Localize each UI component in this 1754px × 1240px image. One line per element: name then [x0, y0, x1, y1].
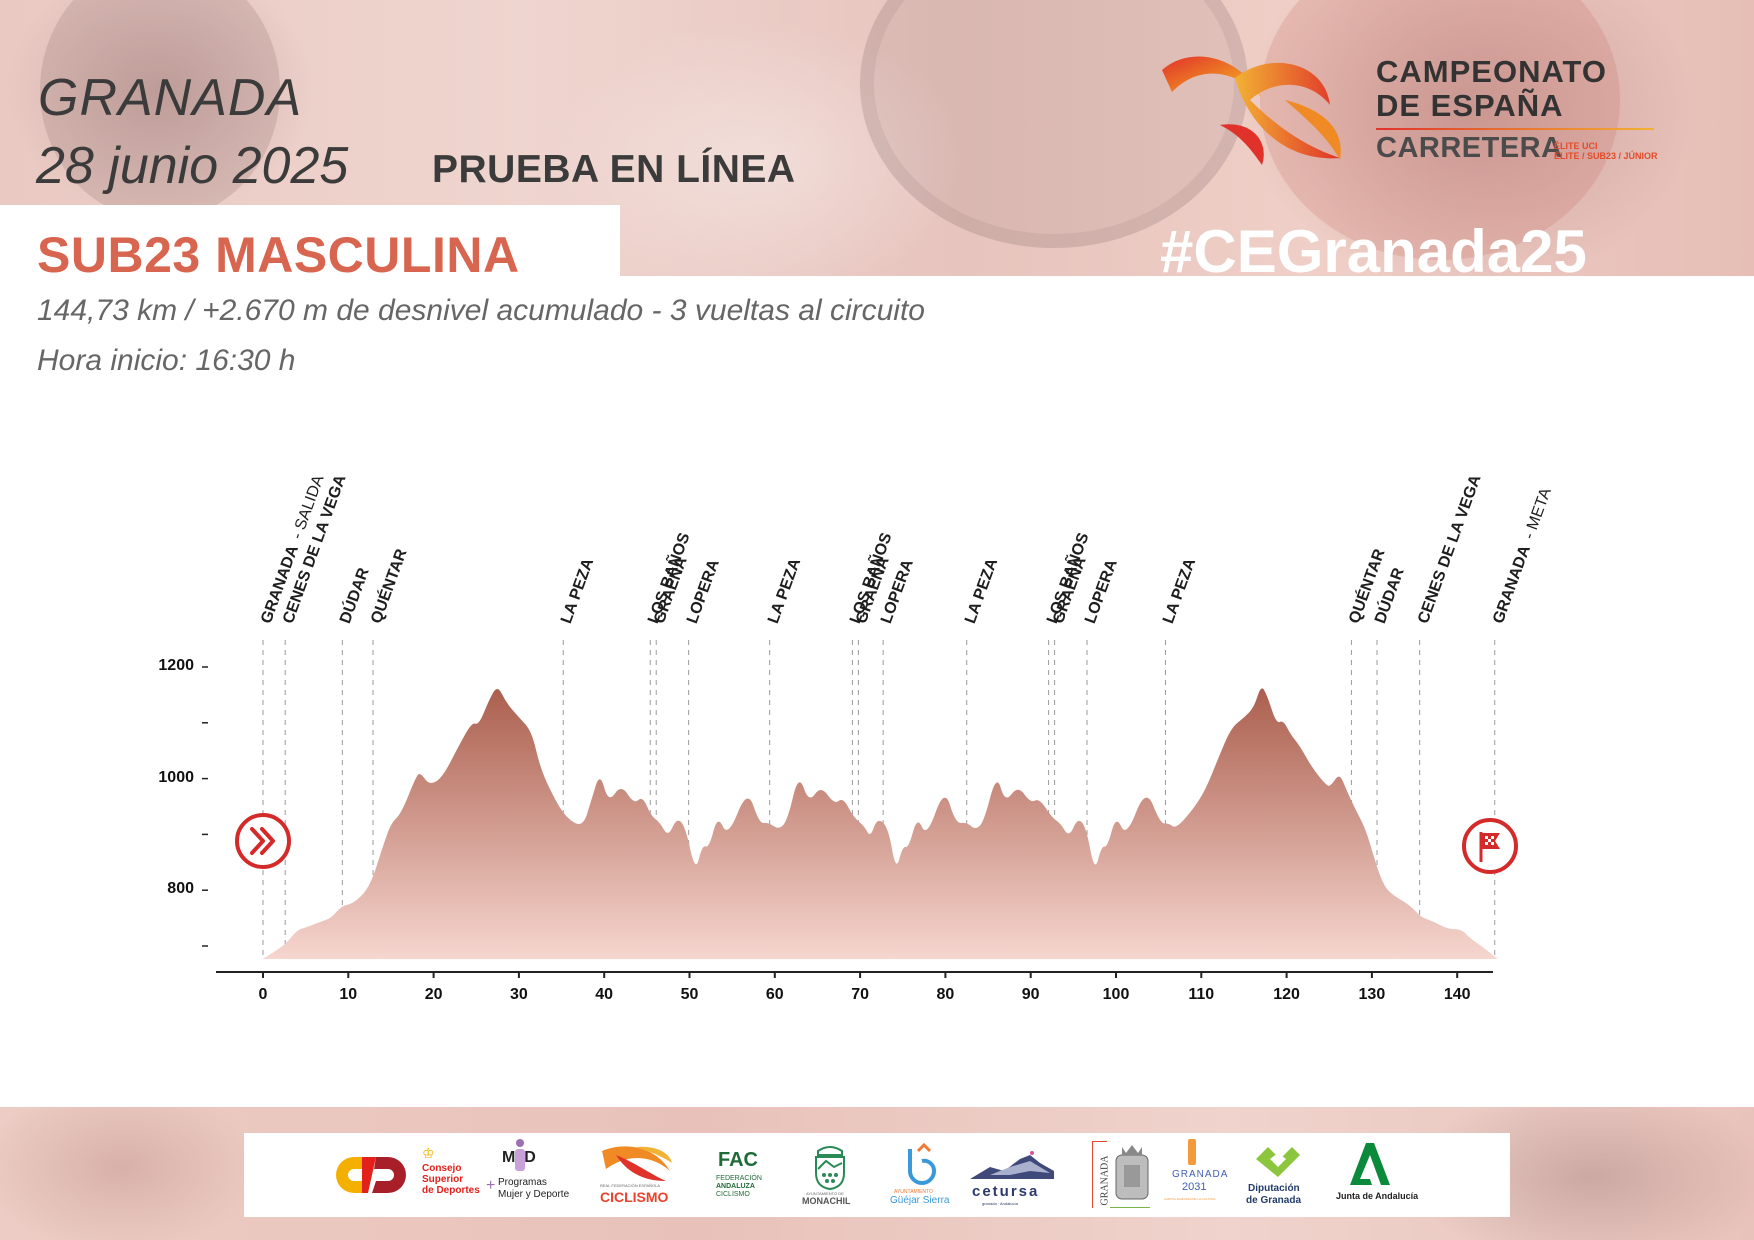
csd-logo-icon — [336, 1157, 406, 1193]
race-type: PRUEBA EN LÍNEA — [432, 148, 796, 191]
brand-line2: DE ESPAÑA — [1376, 88, 1564, 123]
ayto-granada-frame-bottom — [1110, 1207, 1150, 1208]
x-tick-label: 90 — [1021, 986, 1040, 1003]
brand-line1: CAMPEONATO — [1376, 54, 1608, 89]
x-tick-label: 10 — [339, 986, 358, 1003]
x-tick-label: 140 — [1443, 986, 1471, 1003]
csd-text-3: de Deportes — [422, 1185, 480, 1196]
x-tick-label: 60 — [765, 986, 784, 1003]
diputacion-text-2: de Granada — [1246, 1195, 1302, 1206]
cetursa-mountain-icon — [970, 1151, 1054, 1179]
guejar-text-2: Güéjar Sierra — [890, 1195, 950, 1206]
myd-figure-body-icon — [515, 1149, 525, 1171]
x-tick-label: 100 — [1102, 986, 1130, 1003]
sponsor-rfec: REAL FEDERACIÓN ESPAÑOLA CICLISMO — [596, 1133, 680, 1217]
city-title: GRANADA — [38, 69, 303, 127]
guejar-logo-icon — [908, 1143, 936, 1185]
x-tick-label: 120 — [1273, 986, 1300, 1003]
fac-logo: FAC — [718, 1149, 758, 1171]
sponsor-diputacion: Diputación de Granada — [1240, 1133, 1316, 1217]
x-axis-ticks — [262, 972, 1459, 978]
elevation-area — [263, 688, 1498, 959]
sponsor-csd: ♔ Consejo Superior de Deportes — [328, 1133, 480, 1217]
fac-text-1: FEDERACIÓN — [716, 1175, 762, 1182]
cetursa-text-1: cetursa — [972, 1183, 1040, 1200]
sponsor-myd: M D + Programas Mujer y Deporte — [486, 1133, 586, 1217]
cetursa-text-2: granada · Andalucía — [982, 1201, 1018, 1206]
y-tick-label: 800 — [167, 880, 194, 898]
start-icon — [235, 813, 291, 869]
hashtag: #CEGranada25 — [1160, 222, 1587, 276]
diputacion-logo-icon — [1256, 1147, 1300, 1177]
ayto-granada-text: GRANADA — [1099, 1155, 1111, 1206]
sponsor-junta-andalucia: Junta de Andalucía — [1334, 1133, 1424, 1217]
guejar-text-1: AYUNTAMIENTO — [894, 1189, 933, 1195]
x-tick-label: 80 — [936, 986, 955, 1003]
brand-sub1: ÉLITE UCI — [1554, 141, 1598, 151]
championship-logo: CAMPEONATO DE ESPAÑA CARRETERA ÉLITE UCI… — [1150, 50, 1670, 170]
y-tick-label: 1200 — [158, 657, 194, 674]
monachil-text-1: AYUNTAMIENTO DE — [806, 1191, 844, 1196]
fac-text-3: CICLISMO — [716, 1191, 750, 1198]
junta-text: Junta de Andalucía — [1336, 1191, 1419, 1201]
csd-text-1: Consejo — [422, 1163, 462, 1174]
brand-line3: CARRETERA — [1376, 132, 1563, 164]
start-time: Hora inicio: 16:30 h — [37, 344, 296, 377]
myd-text-1: Programas — [498, 1177, 547, 1188]
brand-divider — [1376, 128, 1654, 130]
fac-text-2: ANDALUZA — [716, 1183, 755, 1190]
sponsor-monachil: AYUNTAMIENTO DE MONACHIL — [798, 1133, 864, 1217]
x-tick-label: 70 — [851, 986, 869, 1003]
monachil-text-2: MONACHIL — [802, 1196, 851, 1206]
ayto-granada-frame — [1092, 1141, 1107, 1208]
sponsor-guejar-sierra: AYUNTAMIENTO Güéjar Sierra — [884, 1133, 954, 1217]
sponsor-fac: FAC FEDERACIÓN ANDALUZA CICLISMO — [714, 1133, 774, 1217]
rfec-swoosh-icon — [602, 1146, 672, 1181]
x-tick-label: 110 — [1188, 986, 1215, 1003]
waypoint-lines — [262, 640, 1496, 959]
myd-logo: M D — [502, 1149, 536, 1166]
race-stats: 144,73 km / +2.670 m de desnivel acumula… — [37, 294, 925, 327]
csd-text-2: Superior — [422, 1174, 464, 1185]
sponsor-ayto-granada: GRANADA — [1090, 1133, 1156, 1217]
y-tick-label: 1000 — [158, 768, 194, 786]
sponsor-cetursa: cetursa granada · Andalucía — [968, 1133, 1058, 1217]
x-tick-label: 130 — [1358, 986, 1386, 1003]
granada-2031-text-1: GRANADA — [1172, 1169, 1229, 1180]
sponsor-strip: ♔ Consejo Superior de Deportes M D + Pro… — [244, 1133, 1510, 1217]
rfec-text-2: CICLISMO — [600, 1189, 669, 1205]
sponsor-granada-2031: GRANADA 2031 CAPITAL EUROPEA DE LA CULTU… — [1162, 1133, 1228, 1217]
x-tick-label: 0 — [258, 986, 268, 1003]
myd-figure-icon — [516, 1139, 524, 1147]
granada-coat-of-arms-icon — [1115, 1145, 1149, 1200]
x-tick-label: 30 — [509, 986, 528, 1003]
monachil-shield-icon — [815, 1146, 845, 1191]
brand-sub2: ÉLITE / SUB23 / JÚNIOR — [1554, 151, 1658, 161]
x-tick-label: 50 — [680, 986, 699, 1003]
plus-icon: + — [486, 1177, 496, 1194]
granada-2031-text-2: 2031 — [1182, 1181, 1207, 1193]
title-box — [0, 205, 620, 276]
double-chevron-right-icon — [250, 827, 265, 855]
x-tick-label: 20 — [424, 986, 443, 1003]
cyclist-swoosh-icon — [1162, 56, 1341, 165]
granada-2031-key-icon — [1188, 1139, 1196, 1165]
hero-photo-rider-left — [40, 0, 280, 220]
finish-icon — [1462, 818, 1518, 874]
diputacion-text-1: Diputación — [1248, 1183, 1300, 1194]
x-tick-label: 40 — [595, 986, 614, 1003]
csd-crown-icon: ♔ — [422, 1145, 435, 1161]
myd-text-2: Mujer y Deporte — [498, 1189, 570, 1200]
y-axis-ticks — [202, 666, 208, 947]
category-title: SUB23 MASCULINA — [37, 227, 520, 283]
race-date: 28 junio 2025 — [36, 137, 349, 195]
granada-2031-text-3: CAPITAL EUROPEA DE LA CULTURA — [1164, 1197, 1216, 1201]
junta-andalucia-a-icon — [1350, 1143, 1390, 1185]
rfec-text-1: REAL FEDERACIÓN ESPAÑOLA — [600, 1183, 661, 1188]
